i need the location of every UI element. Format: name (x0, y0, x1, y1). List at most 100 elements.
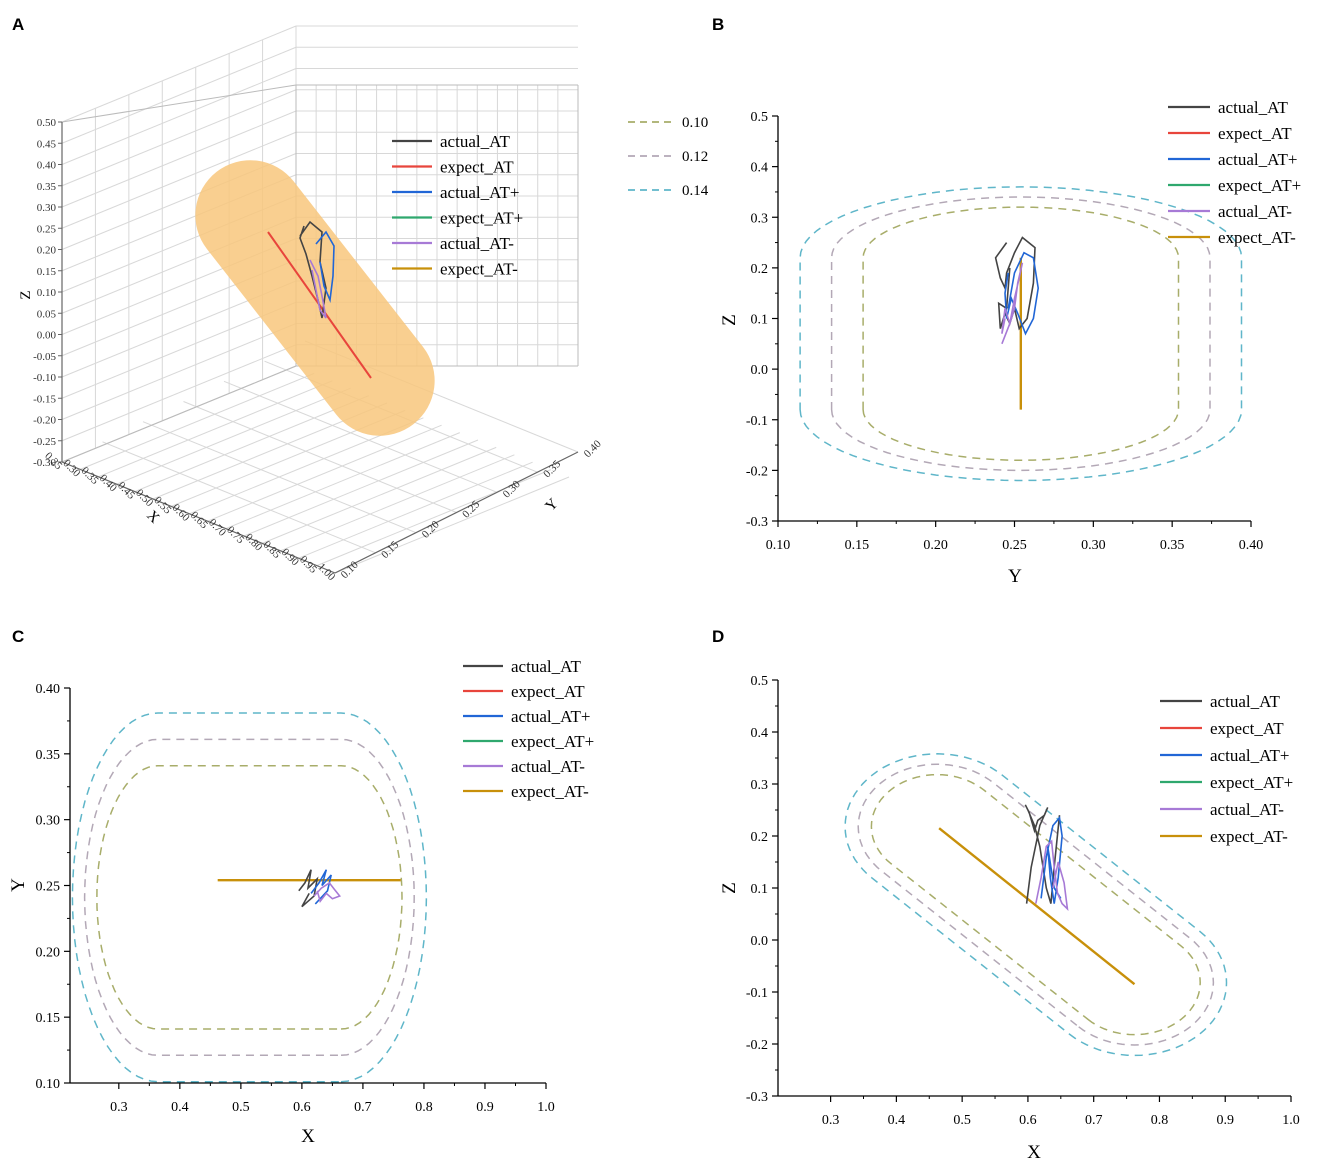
panel-b-y-tick-0.5: 0.5 (751, 110, 769, 125)
panel-c-x-tick-0.4: 0.4 (171, 1100, 189, 1115)
panel-d-y-tick-0.1: 0.1 (751, 882, 769, 897)
panel-c-y-tick-0.15: 0.15 (36, 1011, 61, 1026)
panel-a-legend-label-actual_AT: actual_AT (440, 132, 510, 151)
panel-a-grid-left-z (61, 89, 297, 187)
panel-d-legend-label-actual_AT+: actual_AT+ (1210, 746, 1289, 765)
panel-a-grid-left-z (61, 344, 297, 442)
panel-d-series-actual_AT (1024, 804, 1061, 904)
panel-a-z-tick-0.50: 0.50 (37, 117, 57, 129)
panel-b-x-tick-0.30: 0.30 (1081, 538, 1106, 553)
panel-a-z-tick--0.25: -0.25 (33, 436, 56, 448)
panel-d-x-axis-label: X (1027, 1142, 1041, 1163)
panel-a-z-tick-0.10: 0.10 (37, 287, 57, 299)
panel-b-legend-label-expect_AT: expect_AT (1218, 124, 1292, 143)
panel-c-legend-label-actual_AT: actual_AT (511, 657, 581, 676)
panel-a-z-tick-0.40: 0.40 (37, 160, 57, 172)
panel-d-x-tick-0.3: 0.3 (822, 1113, 840, 1128)
panel-a-grid-floor-x (243, 439, 479, 537)
panel-c-y-tick-0.35: 0.35 (36, 748, 61, 763)
panel-d-y-tick--0.3: -0.3 (746, 1090, 768, 1105)
panel-b-y-tick-0.4: 0.4 (751, 161, 769, 176)
panel-b-x-tick-0.10: 0.10 (766, 538, 791, 553)
panel-a-grid-left-z (61, 46, 297, 144)
panel-c-y-axis-label: Y (8, 878, 29, 892)
panel-a-legend-label-actual_AT-: actual_AT- (440, 234, 514, 253)
panel-a-grid-left-z (61, 301, 297, 399)
panel-d-boundary-0-12 (857, 763, 1215, 1046)
panel-b-x-tick-0.35: 0.35 (1160, 538, 1185, 553)
panel-a-grid-floor-x (80, 372, 315, 470)
panel-b-y-axis-label: Z (719, 314, 740, 326)
panel-a-grid-floor-x (98, 380, 333, 478)
panel-a-boundary-legend-label-0-10: 0.10 (682, 115, 708, 131)
panel-a-grid-floor-x (298, 461, 533, 559)
panel-a-grid-floor-x (134, 395, 369, 493)
panel-d-legend-label-expect_AT: expect_AT (1210, 719, 1284, 738)
panel-b-y-tick-0.0: 0.0 (751, 363, 769, 378)
panel-d-series-actual_AT+ (1040, 815, 1063, 904)
panel-c-y-tick-0.40: 0.40 (36, 682, 61, 697)
panel-d-y-tick-0.2: 0.2 (751, 830, 769, 845)
panel-a-z-axis-label: Z (18, 290, 34, 299)
panel-b-y-tick--0.2: -0.2 (746, 464, 768, 479)
panel-a-z-tick-0.30: 0.30 (37, 202, 57, 214)
panel-c-x-tick-0.5: 0.5 (232, 1100, 250, 1115)
panel-c-y-tick-0.30: 0.30 (36, 814, 61, 829)
panel-a-x-tick-0.25: 0.25 (42, 450, 64, 472)
panel-d-legend-label-actual_AT: actual_AT (1210, 692, 1280, 711)
panel-a-boundary-legend-label-0-14: 0.14 (682, 183, 709, 199)
panel-a-grid-floor-y (223, 380, 498, 493)
panel-b-x-axis-label: Y (1008, 566, 1022, 587)
panel-c-legend-label-expect_AT+: expect_AT+ (511, 732, 594, 751)
panel-a-grid-left-z (61, 110, 297, 208)
panel-b-y-tick-0.2: 0.2 (751, 262, 769, 277)
panel-b-label: B (712, 15, 724, 34)
panel-b-x-tick-0.20: 0.20 (923, 538, 948, 553)
panel-a-series-actual_AT- (309, 259, 327, 319)
panel-a-legend-label-expect_AT-: expect_AT- (440, 260, 518, 279)
panel-c-y-tick-0.20: 0.20 (36, 945, 61, 960)
panel-c-legend-label-actual_AT+: actual_AT+ (511, 707, 590, 726)
panel-d-series-expect_AT- (938, 827, 1136, 986)
panel-d-boundary-0-14 (844, 753, 1228, 1057)
panel-a-legend-label-expect_AT: expect_AT (440, 158, 514, 177)
panel-d-y-tick-0.3: 0.3 (751, 778, 769, 793)
panel-b-boundary-0-10 (862, 206, 1180, 462)
panel-a-frame-edge (61, 84, 297, 123)
panel-c-legend-label-actual_AT-: actual_AT- (511, 757, 585, 776)
panel-c-boundary-0-12 (83, 738, 415, 1057)
panel-d-x-tick-0.4: 0.4 (888, 1113, 906, 1128)
panel-c-y-tick-0.25: 0.25 (36, 880, 61, 895)
panel-c-series-actual_AT+ (310, 869, 332, 905)
panel-c-x-tick-0.3: 0.3 (110, 1100, 128, 1115)
panel-b-x-tick-0.25: 0.25 (1002, 538, 1027, 553)
panel-c-x-axis-label: X (301, 1126, 315, 1147)
panel-b-series-actual_AT (994, 236, 1036, 331)
panel-a-z-tick--0.15: -0.15 (33, 393, 56, 405)
panel-a-grid-floor-y (102, 441, 376, 554)
panel-d-x-tick-0.6: 0.6 (1019, 1113, 1037, 1128)
panel-d-y-tick-0.4: 0.4 (751, 726, 769, 741)
panel-b-boundary-0-12 (830, 196, 1211, 472)
panel-c-label: C (12, 627, 24, 646)
panel-d-y-tick--0.2: -0.2 (746, 1038, 768, 1053)
panel-a-y-tick-0.40: 0.40 (582, 438, 604, 460)
panel-a-grid-left-z (61, 25, 297, 123)
panel-d-series-actual_AT- (1035, 839, 1069, 911)
panel-b-y-tick--0.3: -0.3 (746, 515, 768, 530)
panel-d-y-tick-0.5: 0.5 (751, 674, 769, 689)
panel-b-legend-label-actual_AT-: actual_AT- (1218, 202, 1292, 221)
panel-d-y-tick-0.0: 0.0 (751, 934, 769, 949)
panel-c-x-tick-0.9: 0.9 (476, 1100, 494, 1115)
panel-d-boundary-0-10 (870, 773, 1201, 1036)
panel-b-legend-label-actual_AT: actual_AT (1218, 98, 1288, 117)
panel-c-legend-label-expect_AT: expect_AT (511, 682, 585, 701)
panel-d-y-tick--0.1: -0.1 (746, 986, 768, 1001)
panel-a-grid-left-z (61, 131, 297, 229)
panel-a-frame-edge (61, 365, 297, 463)
panel-d-label: D (712, 627, 724, 646)
panel-d-x-tick-0.5: 0.5 (953, 1113, 971, 1128)
panel-a-grid-floor-x (116, 387, 351, 485)
panel-d-legend-label-expect_AT+: expect_AT+ (1210, 773, 1293, 792)
